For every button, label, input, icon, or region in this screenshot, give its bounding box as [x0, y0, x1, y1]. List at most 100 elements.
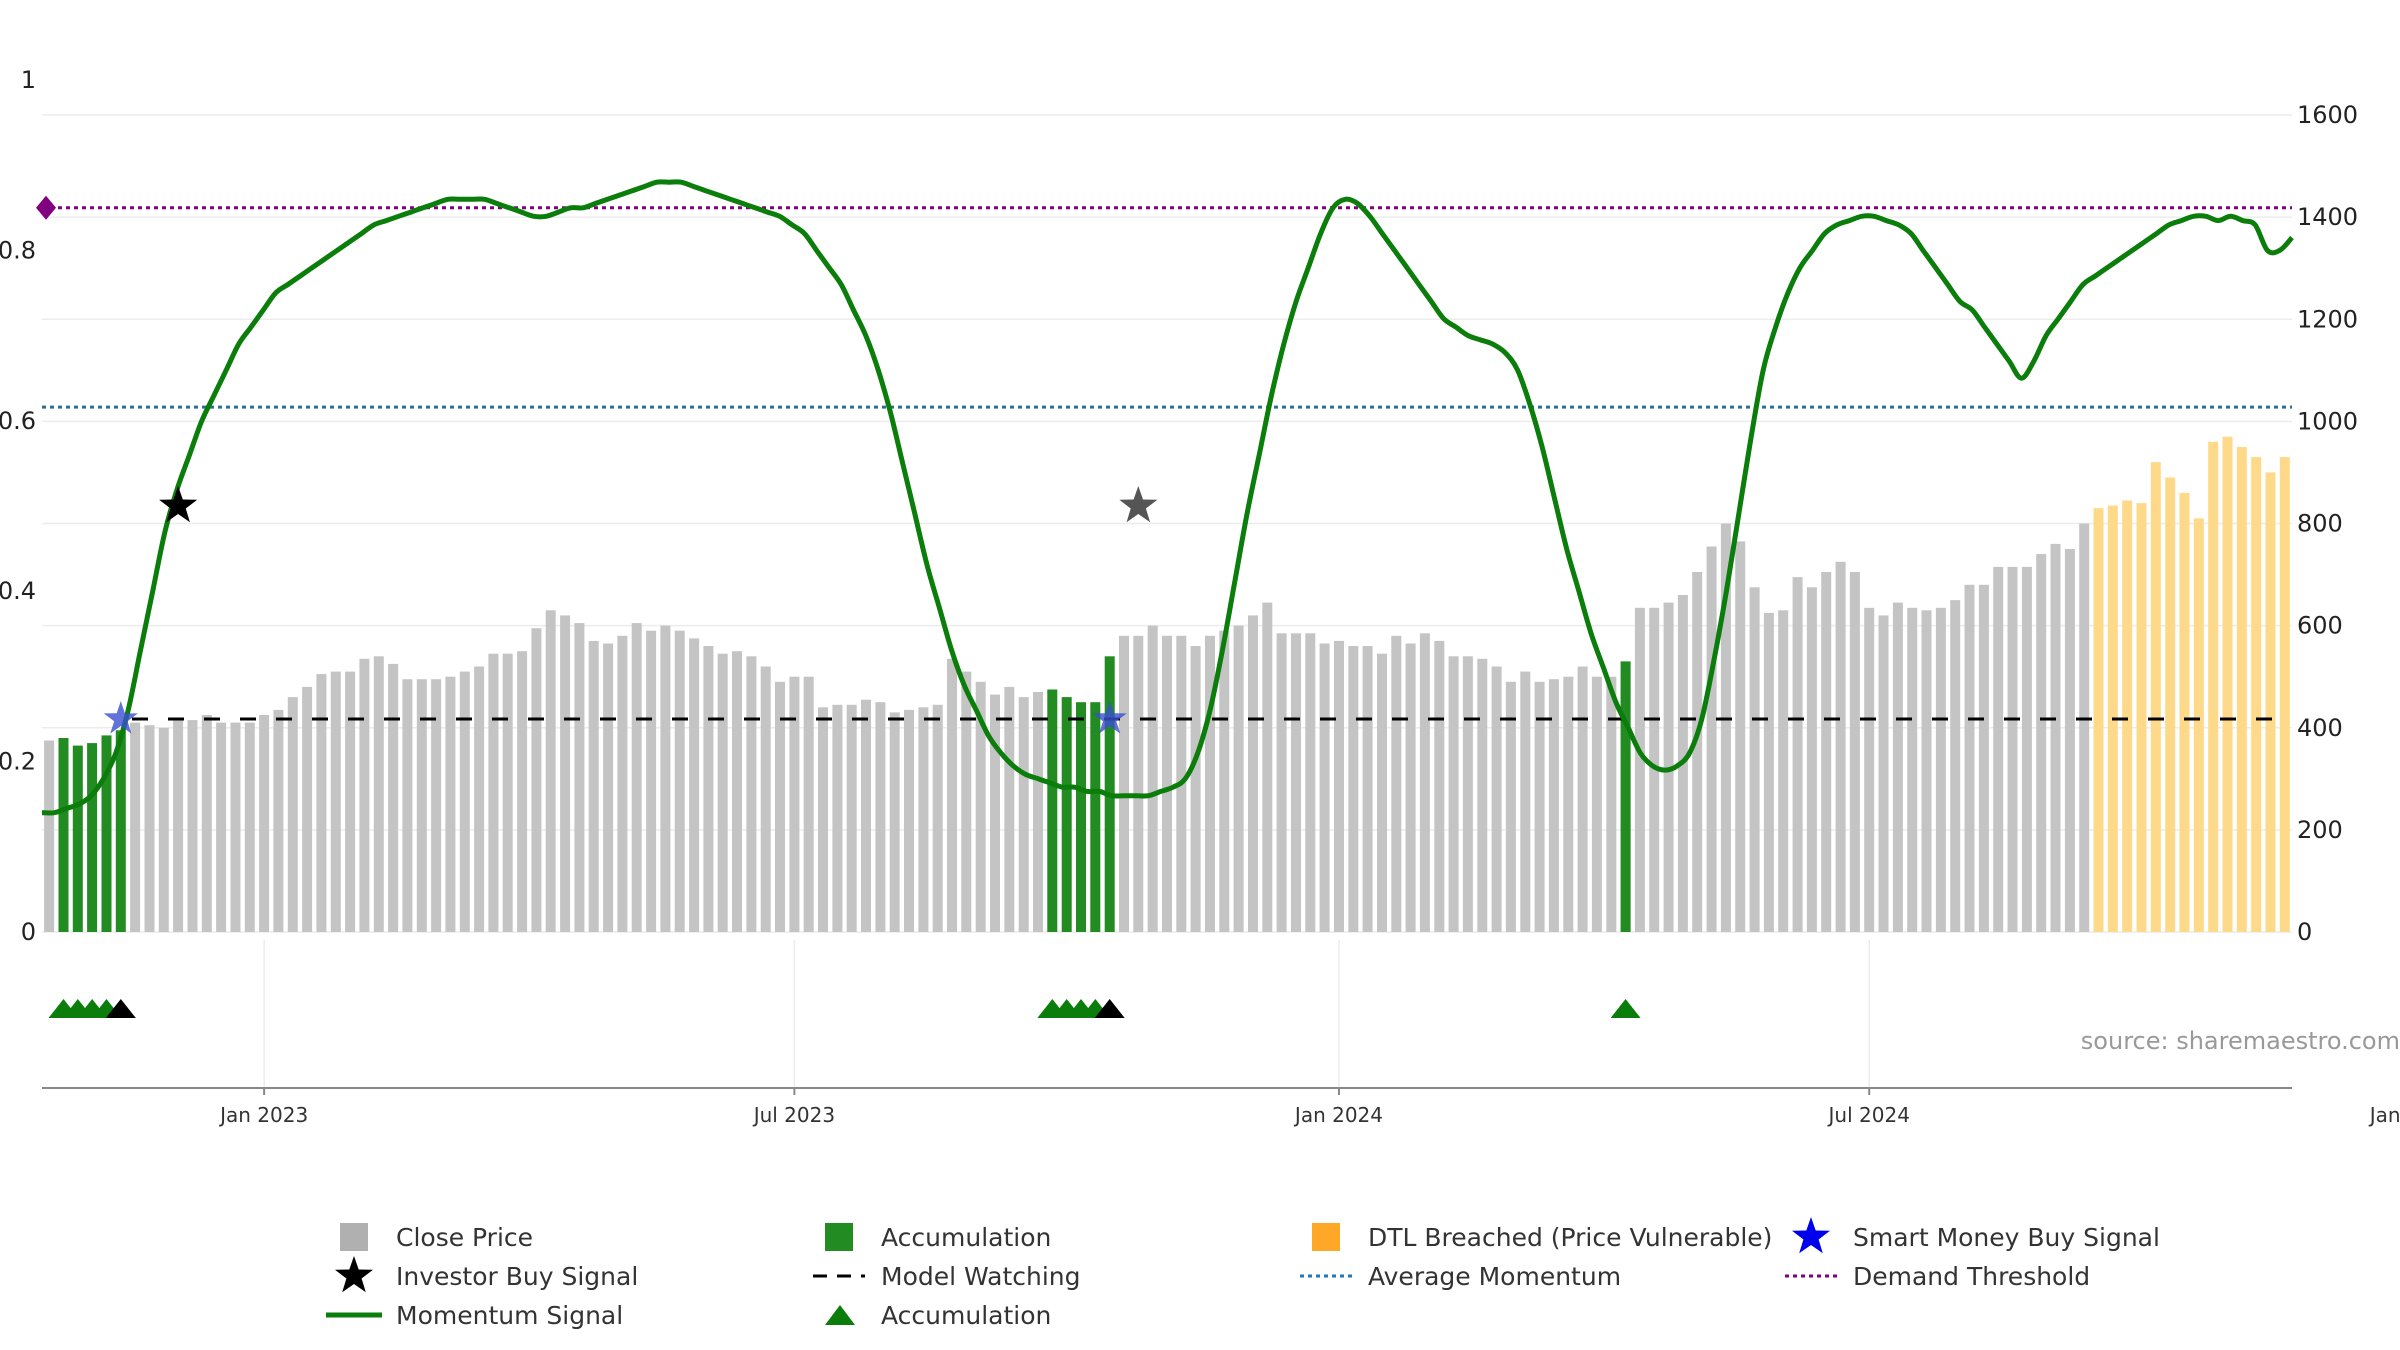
price-bar	[1735, 541, 1746, 932]
accumulation-triangle	[105, 999, 136, 1018]
price-bar	[1692, 572, 1703, 932]
price-bar	[1319, 643, 1330, 932]
price-bar	[1792, 577, 1803, 932]
price-bar	[216, 722, 227, 932]
price-bar	[1462, 656, 1473, 932]
price-bar	[1835, 561, 1846, 932]
accumulation-triangle	[1610, 999, 1641, 1018]
price-bar	[1993, 566, 2004, 932]
price-bar	[1391, 635, 1402, 932]
price-bar	[1849, 572, 1860, 932]
x-axis-tick: Jan 2025	[2368, 1103, 2400, 1127]
price-bar	[488, 653, 499, 932]
price-bar	[474, 666, 485, 932]
price-bar	[2236, 446, 2247, 932]
legend-label: Average Momentum	[1368, 1262, 1621, 1291]
price-bar	[717, 653, 728, 932]
price-bar	[158, 727, 169, 933]
price-bar	[846, 704, 857, 932]
price-bar	[875, 702, 886, 932]
price-bar	[1047, 689, 1058, 932]
price-bar	[187, 720, 198, 932]
price-bar	[1935, 607, 1946, 932]
price-bar	[932, 704, 943, 932]
legend-item: Accumulation	[825, 1301, 1051, 1330]
price-bar	[330, 671, 341, 932]
price-bar	[1162, 635, 1172, 932]
price-bar	[1505, 681, 1516, 932]
legend-label: Smart Money Buy Signal	[1853, 1223, 2160, 1252]
price-bar	[1921, 610, 1932, 932]
price-bar	[1233, 625, 1244, 932]
price-bar	[603, 643, 614, 932]
price-bar	[1606, 676, 1617, 932]
legend-item: Momentum Signal	[326, 1301, 623, 1330]
price-bar	[1219, 630, 1230, 932]
right-axis-tick: 200	[2297, 816, 2343, 844]
price-bar	[1634, 607, 1645, 932]
legend-star-icon	[335, 1256, 373, 1293]
price-bar	[2279, 457, 2290, 932]
legend-item: DTL Breached (Price Vulnerable)	[1312, 1223, 1772, 1252]
price-bar	[560, 615, 571, 932]
price-bar	[832, 704, 843, 932]
price-bar	[803, 676, 814, 932]
price-bar	[689, 638, 700, 932]
price-bar	[2265, 472, 2276, 932]
left-axis-tick: 1	[21, 66, 36, 94]
legend-label: Close Price	[396, 1223, 533, 1252]
legend-label: Accumulation	[881, 1223, 1051, 1252]
price-bar	[1577, 666, 1588, 932]
smart-money-buy-signal	[103, 701, 138, 734]
left-axis-tick: 0.6	[0, 407, 36, 435]
price-bar	[130, 722, 141, 932]
price-bar	[2208, 441, 2219, 932]
price-bar	[1964, 584, 1975, 932]
price-bar	[947, 658, 957, 932]
price-bar	[44, 740, 55, 932]
price-bar	[345, 671, 356, 932]
price-bar	[1491, 666, 1502, 932]
price-bar	[502, 653, 513, 932]
price-bar	[2122, 500, 2133, 932]
price-bar	[58, 738, 69, 932]
price-bar	[316, 674, 327, 932]
price-bar	[918, 707, 929, 932]
right-axis-tick: 1400	[2297, 203, 2358, 231]
price-bar	[1119, 635, 1129, 932]
left-axis-tick: 0.8	[0, 236, 36, 264]
price-bar	[1033, 692, 1043, 932]
price-bars	[44, 436, 2290, 933]
price-bar	[2093, 508, 2104, 932]
price-bar	[1205, 635, 1215, 932]
legend-swatch	[340, 1223, 368, 1251]
legend-label: DTL Breached (Price Vulnerable)	[1368, 1223, 1772, 1252]
price-bar	[789, 676, 800, 932]
price-bar	[445, 676, 456, 932]
left-axis-tick: 0.2	[0, 748, 36, 776]
price-bar	[72, 745, 83, 932]
price-bar	[1477, 658, 1488, 932]
accumulation-bar	[1620, 661, 1631, 932]
price-bar	[1434, 640, 1445, 932]
price-bar	[1061, 697, 1072, 932]
x-axis-tick: Jul 2023	[752, 1103, 835, 1127]
price-bar	[1950, 600, 1961, 932]
price-bar	[1334, 640, 1344, 932]
legend-label: Model Watching	[881, 1262, 1081, 1291]
right-axis-tick: 600	[2297, 612, 2343, 640]
price-bar	[660, 625, 671, 932]
price-bar	[259, 715, 270, 932]
legend-label: Investor Buy Signal	[396, 1262, 638, 1291]
price-bar	[1978, 584, 1989, 932]
price-bar	[904, 709, 914, 932]
price-bar	[1348, 646, 1359, 932]
price-bar	[2136, 503, 2147, 932]
price-bar	[230, 722, 241, 932]
source-label: source: sharemaestro.com	[2081, 1027, 2400, 1055]
price-bar	[1248, 615, 1258, 932]
price-bar	[416, 679, 427, 932]
price-bar	[1864, 607, 1875, 932]
legend-item: Model Watching	[813, 1262, 1081, 1291]
